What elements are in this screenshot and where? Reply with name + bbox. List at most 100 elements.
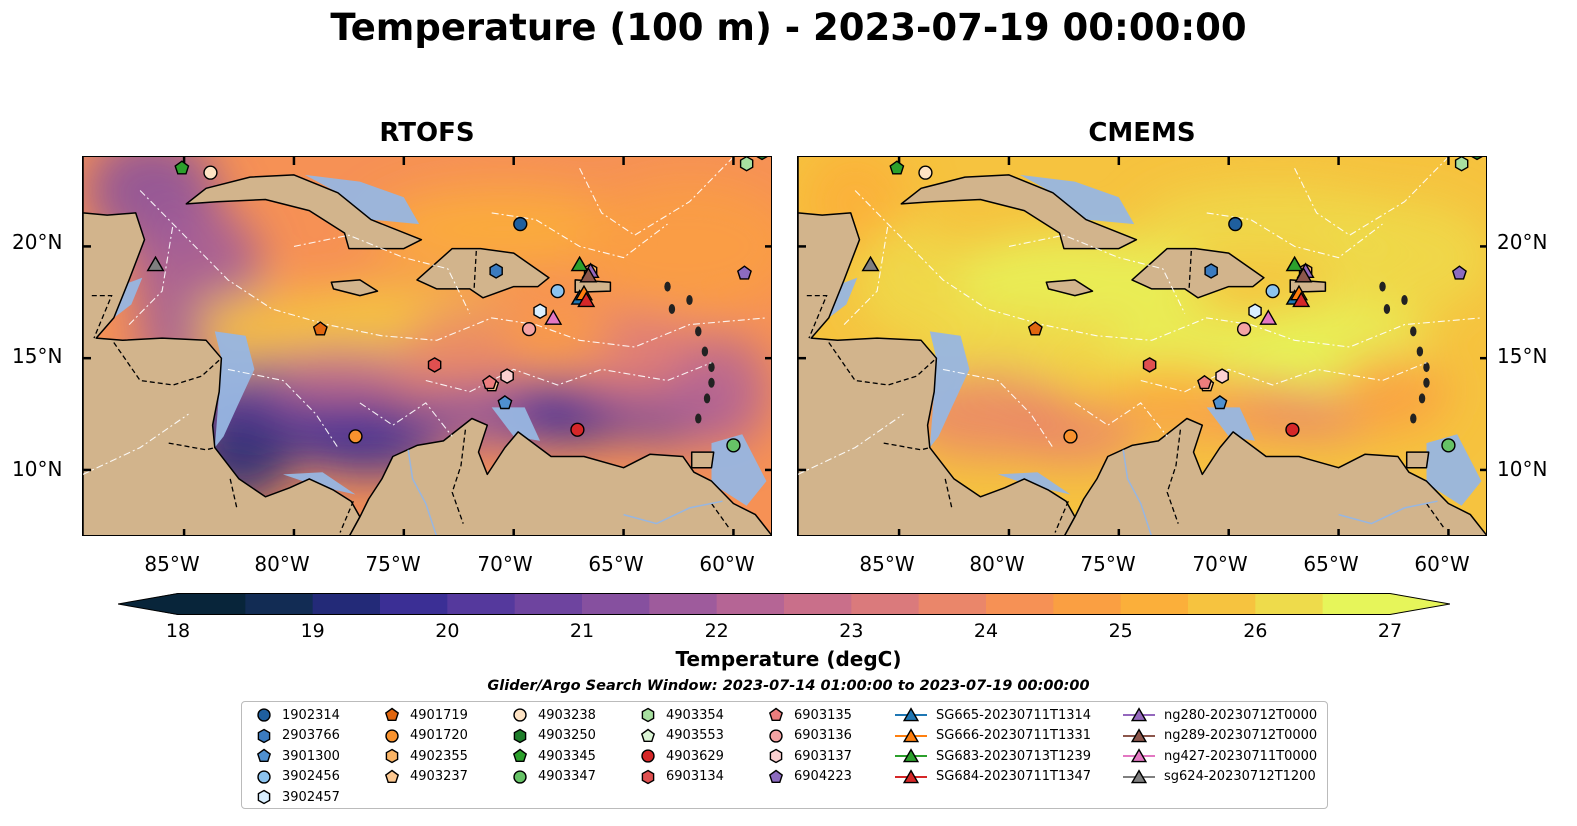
- platform-marker-6904223[interactable]: [1451, 265, 1467, 280]
- platform-marker-3902456[interactable]: [550, 283, 565, 299]
- legend-marker-shape[interactable]: [513, 769, 527, 784]
- platform-marker-1902314[interactable]: [1228, 216, 1243, 232]
- legend-item-label: 4903237: [410, 769, 468, 784]
- platform-marker-4903345[interactable]: [174, 160, 190, 175]
- platform-marker-2903766[interactable]: [489, 263, 503, 279]
- platform-marker-4901720[interactable]: [1063, 429, 1078, 444]
- legend-marker-shape[interactable]: [512, 748, 528, 763]
- map-panel-cmems[interactable]: [797, 156, 1487, 536]
- legend-marker-shape[interactable]: [768, 707, 784, 722]
- platform-marker-1902314[interactable]: [513, 216, 528, 232]
- platform-marker-4901720[interactable]: [348, 429, 363, 444]
- legend-marker-shape[interactable]: [384, 707, 400, 722]
- platform-marker-4903347[interactable]: [726, 438, 741, 453]
- legend-marker-shape[interactable]: [256, 748, 272, 763]
- river: [1122, 449, 1152, 535]
- platform-marker-3902457[interactable]: [1248, 303, 1262, 320]
- platform-marker-sg624-20230712T1200[interactable]: [146, 255, 165, 272]
- legend-marker-icon: [257, 789, 271, 805]
- platform-marker-3901300[interactable]: [1212, 395, 1228, 410]
- legend-marker-shape[interactable]: [257, 769, 271, 784]
- legend-marker-shape[interactable]: [1130, 768, 1148, 783]
- legend-marker-shape[interactable]: [902, 768, 920, 783]
- temperature-anomaly: [370, 188, 635, 269]
- platform-marker-4901719[interactable]: [312, 321, 328, 336]
- legend-marker-icon: [385, 748, 399, 764]
- legend-item-2903766: 2903766: [254, 727, 340, 745]
- legend-marker-shape[interactable]: [902, 748, 920, 763]
- platform-marker-ng427-20230711T0000[interactable]: [544, 309, 563, 325]
- platform-marker-4903250[interactable]: [1471, 157, 1483, 161]
- colorbar-segment: [447, 593, 516, 615]
- legend-marker-shape[interactable]: [257, 789, 271, 805]
- legend-marker-icon: [513, 708, 527, 722]
- maritime-boundary: [798, 413, 904, 475]
- legend-marker-shape[interactable]: [385, 748, 399, 764]
- platform-marker-SG683-20230713T1239[interactable]: [1285, 255, 1304, 272]
- platform-marker-6903136[interactable]: [1236, 321, 1252, 337]
- platform-marker-4903354[interactable]: [1454, 157, 1469, 172]
- platform-marker-2903766[interactable]: [1204, 263, 1218, 279]
- platform-marker-6904223[interactable]: [736, 265, 752, 280]
- legend-marker-shape[interactable]: [902, 707, 920, 722]
- legend-marker-shape[interactable]: [1130, 707, 1148, 722]
- legend-marker-shape[interactable]: [769, 728, 783, 743]
- legend-marker-shape[interactable]: [513, 708, 527, 722]
- platform-marker-ng289-20230712T0000[interactable]: [1294, 266, 1313, 283]
- platform-marker-4903347[interactable]: [1441, 438, 1456, 453]
- platform-marker-6903135[interactable]: [482, 374, 498, 390]
- country-border: [451, 429, 467, 524]
- platform-marker-6903136[interactable]: [521, 321, 537, 337]
- legend-title: Glider/Argo Search Window: 2023-07-14 01…: [487, 678, 1090, 694]
- legend-item-label: 4903629: [666, 748, 724, 764]
- platform-marker-4901719[interactable]: [1027, 321, 1043, 336]
- platform-marker-4903345[interactable]: [889, 160, 905, 175]
- legend-marker-shape[interactable]: [641, 707, 655, 723]
- platform-marker-4903629[interactable]: [1285, 422, 1300, 437]
- platform-marker-6903135[interactable]: [1197, 374, 1213, 390]
- map-panel-rtofs[interactable]: [82, 156, 772, 536]
- platform-marker-4903250[interactable]: [756, 157, 768, 161]
- river: [1338, 500, 1438, 525]
- platform-marker-sg624-20230712T1200[interactable]: [861, 255, 880, 272]
- legend-marker-shape[interactable]: [769, 748, 783, 764]
- legend-marker-shape[interactable]: [384, 769, 400, 783]
- platform-marker-3901300[interactable]: [497, 395, 513, 410]
- legend-marker-icon: [769, 748, 783, 764]
- legend-marker-shape[interactable]: [641, 749, 655, 763]
- platform-marker-SG683-20230713T1239[interactable]: [570, 255, 589, 272]
- platform-marker-SG684-20230711T1347[interactable]: [1292, 291, 1311, 308]
- platform-marker-4903629[interactable]: [570, 422, 585, 437]
- shallow-shelf: [1426, 434, 1482, 506]
- platform-marker-ng289-20230712T0000[interactable]: [579, 266, 598, 283]
- platform-marker-6903137[interactable]: [1215, 368, 1229, 384]
- maritime-boundary: [139, 190, 767, 348]
- platform-marker-6903134[interactable]: [427, 357, 442, 373]
- platform-marker-4903354[interactable]: [739, 157, 754, 172]
- island: [708, 377, 715, 388]
- platform-marker-6903137[interactable]: [500, 368, 514, 384]
- platform-marker-SG684-20230711T1347[interactable]: [577, 291, 596, 308]
- platform-marker-6903134[interactable]: [1142, 357, 1157, 373]
- legend-item-label: 4903250: [538, 728, 596, 743]
- legend-item-label: 3902456: [282, 769, 340, 784]
- legend-marker-shape[interactable]: [640, 728, 656, 742]
- legend-marker-shape[interactable]: [902, 727, 920, 742]
- legend-marker-shape[interactable]: [385, 728, 399, 743]
- legend-marker-shape[interactable]: [513, 728, 527, 743]
- legend-marker-shape[interactable]: [1130, 748, 1148, 763]
- platform-marker-4903238[interactable]: [918, 165, 933, 180]
- legend-marker-icon: [384, 707, 400, 722]
- legend-item-4903629: 4903629: [638, 747, 724, 765]
- platform-marker-3902456[interactable]: [1265, 283, 1280, 299]
- legend-item-4901719: 4901719: [382, 706, 468, 724]
- legend-marker-shape[interactable]: [641, 769, 655, 784]
- legend-marker-shape[interactable]: [1130, 727, 1148, 742]
- platform-marker-ng427-20230711T0000[interactable]: [1259, 309, 1278, 325]
- legend-marker-shape[interactable]: [257, 728, 271, 743]
- platform-marker-4903238[interactable]: [203, 165, 218, 180]
- maritime-boundary: [1008, 234, 1186, 314]
- legend-marker-shape[interactable]: [768, 769, 784, 783]
- legend-marker-shape[interactable]: [257, 708, 271, 722]
- platform-marker-3902457[interactable]: [533, 303, 547, 320]
